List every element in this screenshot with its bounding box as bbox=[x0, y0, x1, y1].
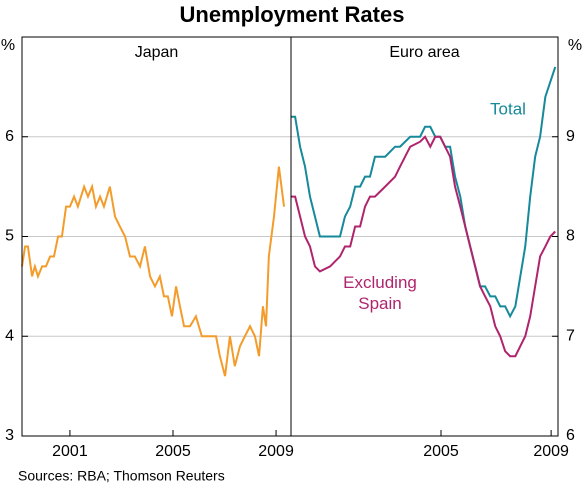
y-tick-label: 6 bbox=[5, 128, 14, 145]
series-label: Total bbox=[490, 99, 526, 118]
line-series bbox=[21, 166, 286, 377]
y-tick-label: 4 bbox=[5, 327, 14, 344]
line-series bbox=[291, 135, 556, 358]
x-tick-label: 2001 bbox=[52, 443, 88, 460]
y-tick-label: 7 bbox=[566, 327, 575, 344]
y-tick-label: 3 bbox=[5, 427, 14, 444]
y-tick-label: 8 bbox=[566, 228, 575, 245]
axis-unit: % bbox=[568, 37, 582, 54]
panel-title: Japan bbox=[135, 44, 179, 61]
source-note: Sources: RBA; Thomson Reuters bbox=[18, 468, 225, 484]
y-tick-label: 9 bbox=[566, 128, 575, 145]
x-tick-label: 2009 bbox=[258, 443, 294, 460]
y-tick-label: 5 bbox=[5, 228, 14, 245]
x-tick-label: 2005 bbox=[423, 443, 459, 460]
panel-title: Euro area bbox=[389, 44, 459, 61]
axis-unit: % bbox=[1, 37, 15, 54]
series-label: Excluding Spain bbox=[343, 273, 417, 313]
chart-title: Unemployment Rates bbox=[180, 2, 405, 27]
x-tick-label: 2005 bbox=[155, 443, 191, 460]
y-tick-label: 6 bbox=[566, 427, 575, 444]
plot-frame bbox=[21, 36, 559, 437]
x-tick-label: 2009 bbox=[533, 443, 569, 460]
